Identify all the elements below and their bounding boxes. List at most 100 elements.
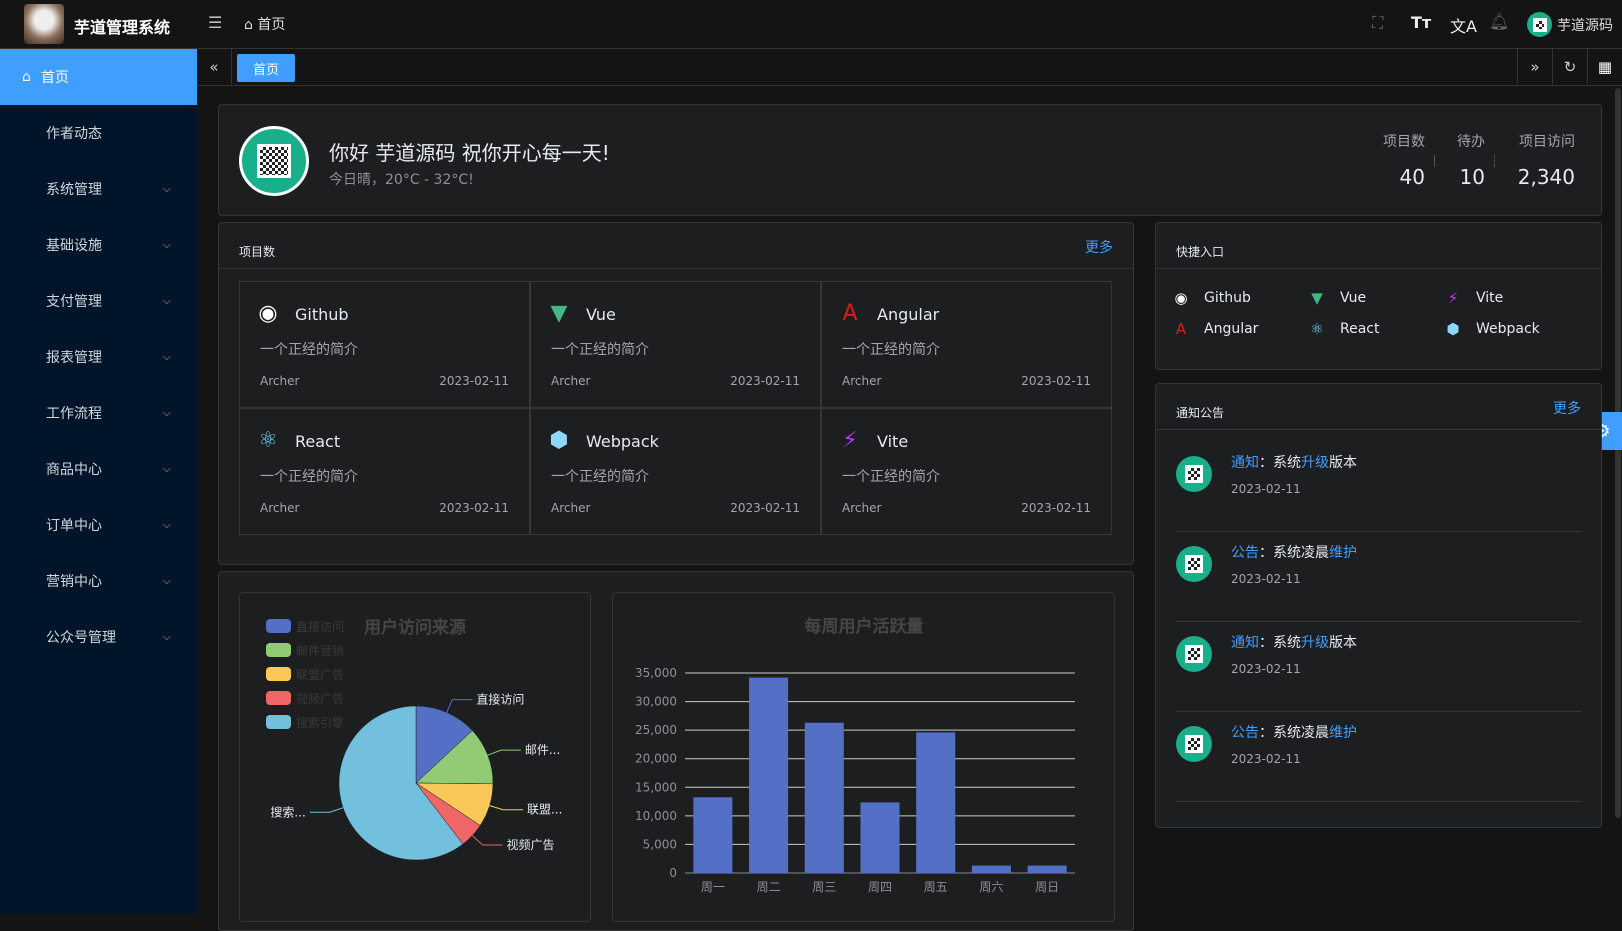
notice-date: 2023-02-11: [1231, 662, 1301, 676]
y-tick-label: 25,000: [635, 723, 677, 737]
scrollbar[interactable]: [1615, 88, 1621, 818]
chevron-down-icon: ⌵: [162, 294, 171, 307]
project-desc: 一个正经的简介: [551, 469, 649, 485]
pie-slice[interactable]: [415, 730, 494, 785]
vue-icon: ▼: [550, 300, 568, 326]
notice-item[interactable]: 公告：系统凌晨维护 2023-02-11: [1176, 532, 1582, 622]
x-tick-label: 周六: [979, 880, 1003, 894]
pie-label-line: [487, 749, 521, 756]
project-item[interactable]: ▼ Vue 一个正经的简介 Archer 2023-02-11: [530, 281, 821, 408]
legend-swatch[interactable]: [266, 619, 291, 633]
notice-title: 公告：系统凌晨维护: [1231, 542, 1357, 562]
shortcut-item[interactable]: ⚛ React: [1308, 320, 1379, 338]
shortcut-item[interactable]: A Angular: [1172, 320, 1259, 338]
home-icon: ⌂: [244, 17, 253, 33]
stat-label-projects: 项目数: [1383, 134, 1425, 150]
top-header: 芋道管理系统 ☰ ⌂ 首页 ⛶ Tт 文A 🔔︎ 芋道源码: [0, 0, 1622, 49]
angular-icon: A: [842, 300, 858, 326]
notice-title: 通知：系统升级版本: [1231, 452, 1357, 472]
sidebar-item[interactable]: 系统管理 ⌵: [0, 161, 197, 217]
y-tick-label: 35,000: [635, 666, 677, 680]
grid-menu-icon[interactable]: ▦: [1587, 49, 1622, 85]
project-date: 2023-02-11: [730, 501, 800, 515]
notice-item[interactable]: 公告：系统凌晨维护 2023-02-11: [1176, 712, 1582, 802]
tab-home[interactable]: 首页: [237, 54, 296, 82]
sidebar-item[interactable]: 支付管理 ⌵: [0, 273, 197, 329]
menu-fold-icon[interactable]: ☰: [208, 13, 223, 32]
notice-avatar: [1176, 546, 1212, 582]
x-tick-label: 周四: [868, 880, 892, 894]
notice-item[interactable]: 通知：系统升级版本 2023-02-11: [1176, 442, 1582, 532]
user-avatar[interactable]: [1527, 12, 1552, 37]
shortcut-item[interactable]: ⚡ Vite: [1444, 289, 1504, 307]
sidebar-item[interactable]: 订单中心 ⌵: [0, 497, 197, 553]
shortcut-item[interactable]: ▼ Vue: [1308, 289, 1366, 307]
project-author: Archer: [551, 501, 591, 515]
pie-slice[interactable]: [415, 705, 473, 784]
sidebar-item[interactable]: 公众号管理 ⌵: [0, 609, 197, 665]
chevron-down-icon: ⌵: [162, 182, 171, 195]
project-name: Github: [295, 305, 349, 324]
bar[interactable]: [804, 722, 844, 873]
notices-more-link[interactable]: 更多: [1553, 401, 1581, 417]
project-item[interactable]: ⚛ React 一个正经的简介 Archer 2023-02-11: [239, 408, 530, 535]
legend-label[interactable]: 联盟广告: [296, 668, 344, 682]
fullscreen-icon[interactable]: ⛶: [1372, 13, 1384, 32]
notice-type: 公告: [1231, 545, 1259, 561]
sidebar-item[interactable]: 作者动态: [0, 105, 197, 161]
webpack-icon: ⬢: [1446, 320, 1460, 338]
legend-swatch[interactable]: [266, 667, 291, 681]
font-size-icon[interactable]: Tт: [1411, 13, 1432, 32]
github-icon: ◉: [1174, 289, 1188, 307]
sidebar-item[interactable]: 报表管理 ⌵: [0, 329, 197, 385]
sidebar-item[interactable]: 商品中心 ⌵: [0, 441, 197, 497]
translate-icon[interactable]: 文A: [1450, 17, 1477, 36]
legend-label[interactable]: 直接访问: [296, 619, 344, 634]
legend-swatch[interactable]: [266, 715, 291, 729]
scroll-left-icon[interactable]: «: [197, 49, 232, 85]
bell-icon[interactable]: 🔔︎: [1489, 12, 1510, 31]
shortcut-item[interactable]: ◉ Github: [1172, 289, 1250, 307]
project-item[interactable]: ⚡ Vite 一个正经的简介 Archer 2023-02-11: [821, 408, 1112, 535]
project-item[interactable]: ⬢ Webpack 一个正经的简介 Archer 2023-02-11: [530, 408, 821, 535]
legend-label[interactable]: 视频广告: [296, 691, 344, 706]
project-date: 2023-02-11: [439, 501, 509, 515]
scroll-right-icon[interactable]: »: [1517, 49, 1552, 85]
pie-slice-label: 搜索...: [270, 804, 305, 819]
notice-item[interactable]: 通知：系统升级版本 2023-02-11: [1176, 622, 1582, 712]
shortcut-item[interactable]: ⬢ Webpack: [1444, 320, 1539, 338]
breadcrumb[interactable]: ⌂ 首页: [244, 14, 285, 34]
divider: [1434, 155, 1435, 167]
notice-avatar: [1176, 726, 1212, 762]
bar[interactable]: [916, 732, 956, 873]
bar[interactable]: [693, 797, 733, 873]
sidebar-item[interactable]: 工作流程 ⌵: [0, 385, 197, 441]
refresh-icon[interactable]: ↻: [1552, 49, 1587, 85]
pie-title: 用户访问来源: [364, 617, 466, 638]
project-item[interactable]: A Angular 一个正经的简介 Archer 2023-02-11: [821, 281, 1112, 408]
project-name: Vue: [586, 305, 616, 324]
legend-swatch[interactable]: [266, 643, 291, 657]
bar[interactable]: [749, 677, 789, 873]
legend-label[interactable]: 邮件营销: [296, 644, 344, 658]
stat-label-todo: 待办: [1457, 134, 1485, 150]
sidebar-item[interactable]: 基础设施 ⌵: [0, 217, 197, 273]
user-name[interactable]: 芋道源码: [1557, 18, 1613, 34]
bar[interactable]: [971, 865, 1011, 873]
legend-swatch[interactable]: [266, 691, 291, 705]
projects-more-link[interactable]: 更多: [1085, 240, 1113, 256]
bar[interactable]: [860, 802, 900, 873]
shortcuts-card: 快捷入口 ◉ Github ▼ Vue ⚡ Vite A Angular ⚛ React ⬢ Webp…: [1155, 222, 1602, 370]
chevron-down-icon: ⌵: [162, 238, 171, 251]
project-desc: 一个正经的简介: [842, 469, 940, 485]
bar-title: 每周用户活跃量: [805, 616, 924, 637]
legend-label[interactable]: 搜索引擎: [296, 715, 344, 730]
sidebar-item[interactable]: 营销中心 ⌵: [0, 553, 197, 609]
bar[interactable]: [1027, 865, 1067, 873]
project-item[interactable]: ◉ Github 一个正经的简介 Archer 2023-02-11: [239, 281, 530, 408]
tab-bar: « 首页 » ↻ ▦: [197, 49, 1622, 86]
sidebar-item-label: 商品中心: [46, 462, 102, 478]
notice-date: 2023-02-11: [1231, 482, 1301, 496]
sidebar-item[interactable]: ⌂ 首页: [0, 49, 197, 105]
pie-slice-label: 联盟...: [527, 803, 562, 817]
